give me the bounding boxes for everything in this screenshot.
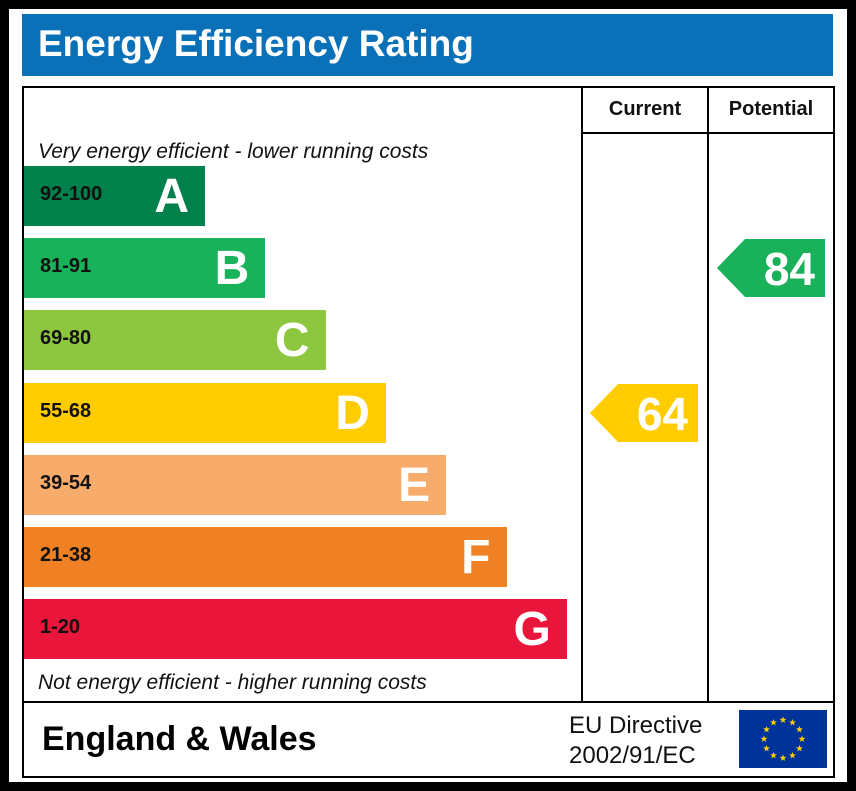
band-letter: B	[214, 242, 250, 296]
column-divider	[581, 88, 583, 703]
band-a: 92-100 A	[24, 166, 205, 226]
bottom-caption: Not energy efficient - higher running co…	[38, 671, 427, 694]
band-letter: C	[274, 314, 310, 368]
footer-divider	[24, 701, 833, 703]
eu-star-icon	[789, 718, 796, 726]
band-range-label: 21-38	[40, 544, 92, 566]
title-bar: Energy Efficiency Rating	[22, 14, 833, 76]
eu-star-icon	[796, 725, 803, 733]
band-letter: D	[335, 386, 370, 440]
eu-star-icon	[760, 735, 768, 742]
eu-star-icon	[770, 718, 777, 726]
potential-column-header: Potential	[728, 98, 814, 120]
band-range-label: 81-91	[40, 255, 92, 278]
directive-line-2: 2002/91/EC	[569, 742, 696, 769]
directive-line-1: EU Directive	[569, 712, 703, 739]
band-letter: E	[398, 458, 431, 512]
current-rating-arrow-value: 64	[636, 387, 688, 440]
rating-grid: Current Potential Very energy efficient …	[22, 86, 835, 778]
header-divider	[581, 132, 833, 134]
eu-star-icon	[763, 725, 770, 733]
band-g: 1-20 G	[24, 599, 567, 660]
band-f: 21-38 F	[24, 527, 507, 587]
footer-directive: EU Directive 2002/91/EC	[569, 711, 702, 771]
band-letter: F	[461, 531, 491, 584]
eu-star-icon	[789, 751, 796, 759]
band-range-label: 55-68	[40, 399, 92, 422]
eu-star-icon	[796, 744, 803, 752]
footer-country: England & Wales	[42, 720, 317, 758]
column-divider	[707, 88, 709, 703]
band-d: 55-68 D	[24, 382, 386, 443]
eu-flag-icon	[739, 710, 827, 768]
chart-title: Energy Efficiency Rating	[38, 23, 474, 64]
potential-rating-arrow-value: 84	[763, 243, 815, 296]
eu-star-icon	[779, 716, 787, 723]
band-range-label: 1-20	[40, 616, 81, 639]
eu-star-icon	[779, 754, 787, 761]
potential-rating-arrow: 84	[717, 239, 825, 298]
band-e: 39-54 E	[24, 454, 447, 515]
band-c: 69-80 C	[24, 310, 326, 371]
potential-rating-arrow-shape	[717, 239, 825, 298]
current-rating-arrow-shape	[590, 383, 698, 442]
eu-star-icon	[763, 744, 770, 752]
current-rating-arrow: 64	[590, 383, 698, 442]
band-letter: A	[154, 170, 189, 223]
band-range-label: 69-80	[40, 327, 92, 350]
current-column-header: Current	[608, 98, 682, 120]
top-caption: Very energy efficient - lower running co…	[38, 140, 429, 163]
band-letter: G	[513, 603, 551, 657]
eu-star-icon	[770, 751, 777, 759]
eu-star-icon	[798, 735, 806, 742]
band-range-label: 39-54	[40, 471, 92, 494]
band-range-label: 92-100	[40, 183, 103, 205]
band-b: 81-91 B	[24, 238, 266, 299]
